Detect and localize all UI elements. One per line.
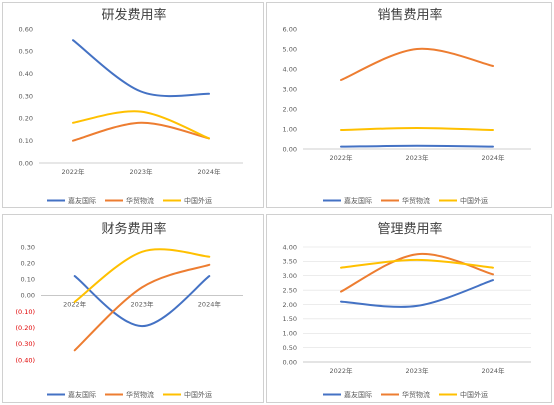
y-tick-label: (0.30)	[15, 340, 35, 348]
y-tick-label: 1.50	[283, 315, 297, 323]
legend-label: 嘉友国际	[68, 390, 96, 399]
x-tick-label: 2023年	[405, 153, 429, 162]
chart-svg: 财务费用率 0.30 0.20 0.10 0.00 (0.10) (0.20) (0.30) (…	[15, 221, 243, 399]
y-tick-label: 0.10	[19, 137, 33, 145]
y-tick-label: 0.00	[283, 145, 297, 153]
chart-svg: 管理费用率 0.00 0.50 1.00 1.50 2.00 2.50 3.00 3.50 4.0…	[283, 221, 531, 399]
series-line-1	[340, 279, 494, 308]
y-tick-label: 2.00	[283, 105, 297, 113]
y-tick-label: 0.20	[21, 259, 35, 267]
legend-label: 华贸物流	[402, 196, 430, 205]
x-tick-label: 2022年	[329, 366, 353, 375]
y-tick-label: 0.00	[283, 358, 297, 366]
legend-label: 华贸物流	[126, 196, 154, 205]
y-tick-label: 0.40	[19, 70, 33, 78]
legend-label: 中国外运	[184, 196, 212, 205]
y-tick-label: 1.00	[283, 330, 297, 338]
chart-title: 财务费用率	[101, 221, 166, 237]
series-line-3	[340, 126, 494, 131]
chart-panel-finance-expense-rate: 财务费用率 0.30 0.20 0.10 0.00 (0.10) (0.20) (0.30) (…	[2, 214, 264, 403]
chart-svg: 研发费用率 0.00 0.10 0.20 0.30 0.40 0.50 0.60 2022年 20…	[19, 7, 243, 205]
y-tick-label: 4.00	[283, 243, 297, 251]
y-tick-label: 5.00	[283, 45, 297, 53]
y-tick-label: 0.20	[19, 115, 33, 123]
y-tick-label: 0.50	[283, 344, 297, 352]
y-tick-label: 0.10	[21, 276, 35, 284]
chart-panel-sales-expense-rate: 销售费用率 0.00 1.00 2.00 3.00 4.00 5.00 6.00 2022年 20…	[266, 2, 552, 208]
x-tick-label: 2022年	[61, 167, 85, 176]
legend-label: 华贸物流	[402, 390, 430, 399]
chart-title: 管理费用率	[377, 221, 442, 237]
legend-label: 中国外运	[460, 196, 488, 205]
series-line-2	[340, 252, 494, 293]
y-tick-label: 3.00	[283, 272, 297, 280]
x-tick-label: 2023年	[130, 299, 154, 308]
y-tick-label: 0.00	[21, 292, 35, 300]
legend-label: 中国外运	[460, 390, 488, 399]
y-tick-label: (0.40)	[15, 356, 35, 364]
x-tick-label: 2024年	[198, 299, 222, 308]
y-tick-label: (0.10)	[15, 308, 35, 316]
series-line-3	[73, 248, 211, 303]
x-tick-label: 2024年	[197, 167, 221, 176]
legend-label: 中国外运	[184, 390, 212, 399]
y-tick-label: 1.00	[283, 125, 297, 133]
chart-panel-rd-expense-rate: 研发费用率 0.00 0.10 0.20 0.30 0.40 0.50 0.60 2022年 20…	[2, 2, 264, 208]
y-tick-label: 2.50	[283, 286, 297, 294]
legend-label: 华贸物流	[126, 390, 154, 399]
chart-svg: 销售费用率 0.00 1.00 2.00 3.00 4.00 5.00 6.00 2022年 20…	[283, 7, 531, 205]
series-line-3	[340, 258, 494, 269]
legend-label: 嘉友国际	[344, 390, 372, 399]
series-line-1	[340, 144, 494, 148]
y-tick-label: 0.60	[19, 25, 33, 33]
y-tick-label: 0.50	[19, 48, 33, 56]
series-line-2	[72, 121, 210, 142]
y-tick-label: 2.00	[283, 301, 297, 309]
y-tick-label: 0.00	[19, 159, 33, 167]
y-tick-label: 4.00	[283, 65, 297, 73]
x-tick-label: 2024年	[481, 366, 505, 375]
y-tick-label: 3.00	[283, 85, 297, 93]
x-tick-label: 2022年	[63, 299, 87, 308]
x-tick-label: 2023年	[129, 167, 153, 176]
series-line-1	[72, 39, 210, 98]
y-tick-label: 3.50	[283, 258, 297, 266]
series-line-2	[73, 263, 211, 352]
chart-title: 销售费用率	[377, 7, 442, 23]
series-line-3	[72, 110, 210, 140]
y-tick-label: 6.00	[283, 25, 297, 33]
legend-label: 嘉友国际	[344, 196, 372, 205]
x-tick-label: 2024年	[481, 153, 505, 162]
legend-label: 嘉友国际	[68, 196, 96, 205]
y-tick-label: 0.30	[19, 92, 33, 100]
y-tick-label: (0.20)	[15, 324, 35, 332]
chart-panel-admin-expense-rate: 管理费用率 0.00 0.50 1.00 1.50 2.00 2.50 3.00 3.50 4.0…	[266, 214, 552, 403]
chart-title: 研发费用率	[101, 7, 166, 23]
x-tick-label: 2023年	[405, 366, 429, 375]
y-tick-label: 0.30	[21, 243, 35, 251]
x-tick-label: 2022年	[329, 153, 353, 162]
series-line-2	[340, 47, 494, 81]
series-line-1	[73, 275, 211, 328]
